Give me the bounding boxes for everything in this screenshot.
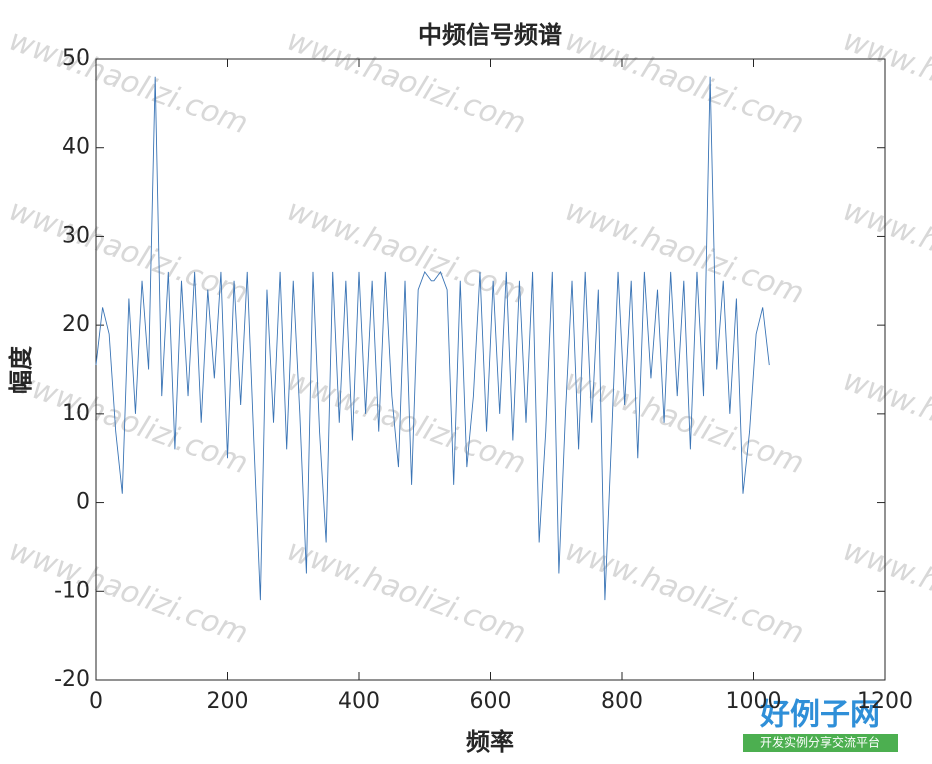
x-tick-label: 400: [338, 689, 380, 714]
y-tick-label: 10: [62, 401, 90, 426]
x-tick-label: 0: [89, 689, 103, 714]
logo-subtitle: 开发实例分享交流平台: [760, 735, 880, 750]
logo-title: 好例子网: [759, 698, 880, 733]
y-axis-label: 幅度: [7, 345, 35, 394]
x-tick-label: 200: [207, 689, 249, 714]
plot-frame: [95, 58, 886, 681]
y-tick-label: 0: [76, 490, 90, 515]
y-tick-label: 30: [62, 223, 90, 248]
x-tick-label: 1000: [726, 689, 782, 714]
spectrum-line: [95, 76, 770, 601]
logo-band: [743, 734, 898, 752]
y-tick-label: -20: [54, 667, 90, 692]
y-tick-label: -10: [54, 578, 90, 603]
chart-title: 中频信号频谱: [418, 21, 562, 49]
x-tick-label: 800: [601, 689, 643, 714]
x-axis-label: 频率: [466, 728, 514, 756]
y-tick-label: 50: [62, 46, 90, 71]
y-tick-label: 20: [62, 312, 90, 337]
y-tick-label: 40: [62, 135, 90, 160]
x-tick-label: 1200: [857, 689, 913, 714]
x-tick-label: 600: [470, 689, 512, 714]
